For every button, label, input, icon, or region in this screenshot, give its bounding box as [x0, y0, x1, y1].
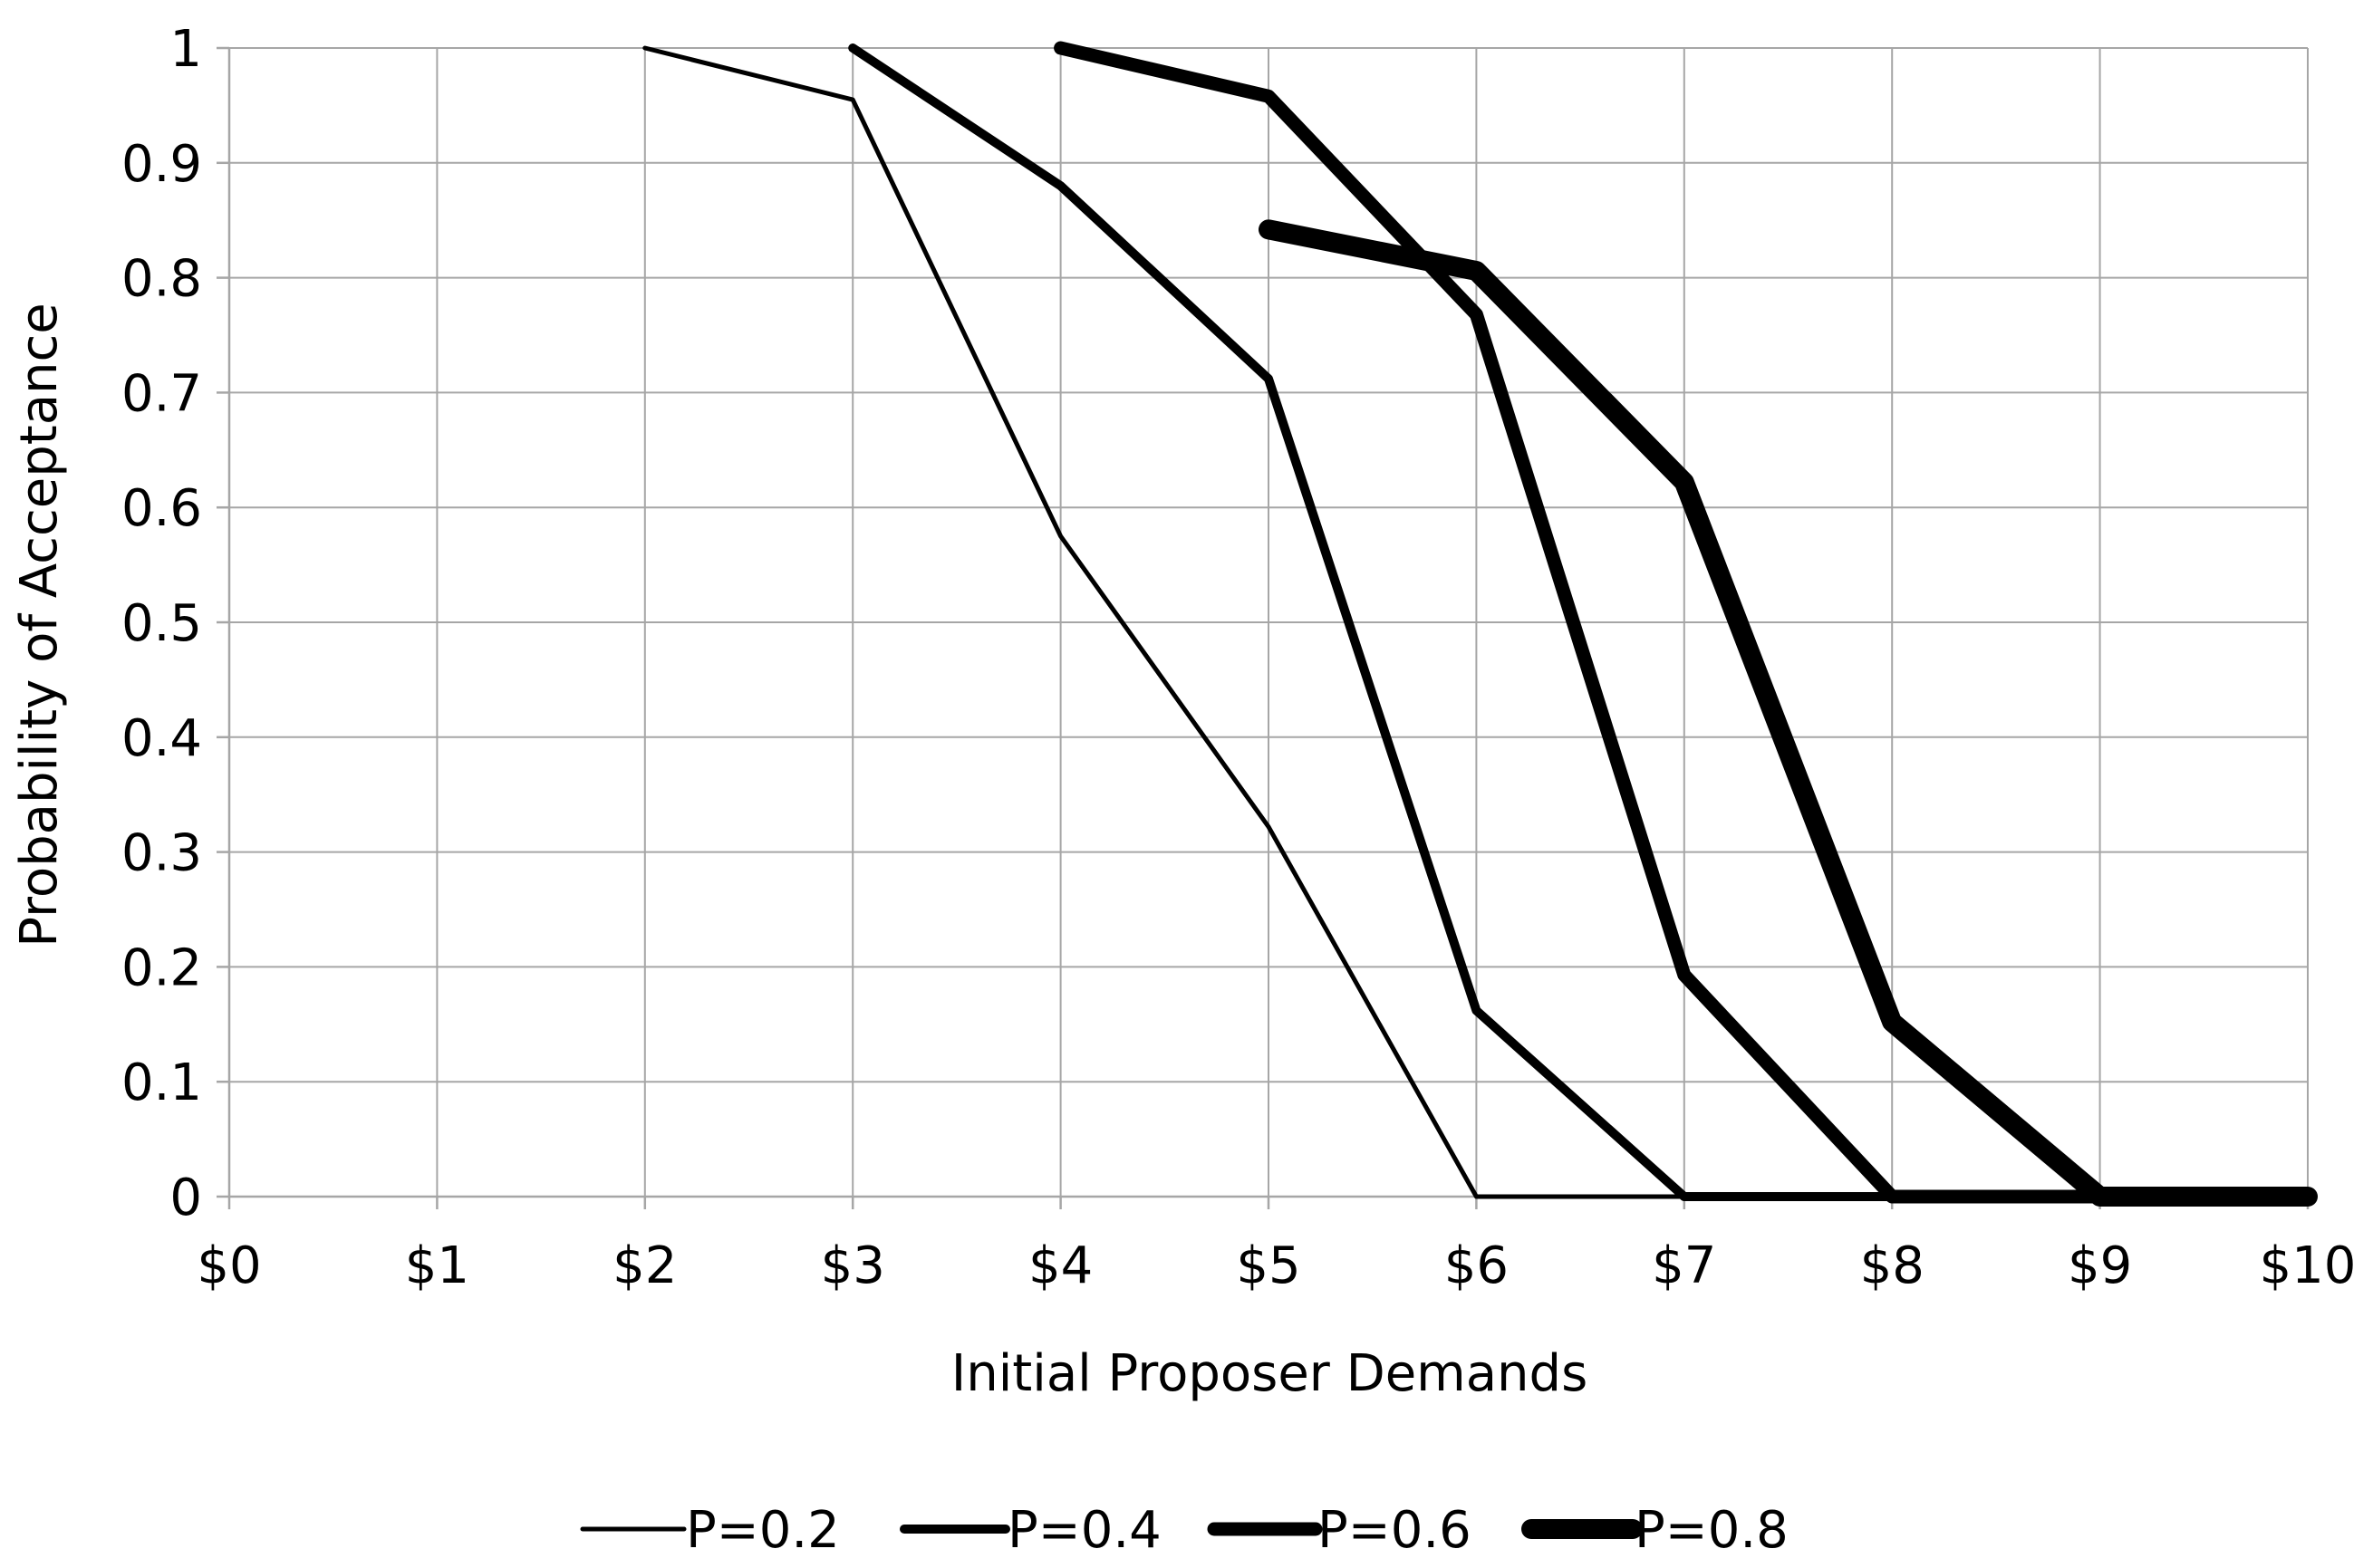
y-tick-label: 0.7 [121, 364, 202, 423]
x-axis-title: Initial Proposer Demands [951, 1344, 1588, 1403]
x-tick-label: $6 [1444, 1236, 1509, 1295]
x-tick-label: $2 [613, 1236, 677, 1295]
y-tick-label: 0.1 [121, 1053, 202, 1112]
y-tick-label: 0 [169, 1169, 202, 1227]
y-tick-label: 0.2 [121, 938, 202, 997]
series-lines [642, 41, 2318, 1207]
legend-label: P=0.8 [1635, 1501, 1789, 1560]
y-tick-label: 1 [169, 20, 202, 79]
y-tick-label: 0.5 [121, 594, 202, 653]
legend-label: P=0.6 [1317, 1501, 1471, 1560]
x-tick-label: $7 [1652, 1236, 1716, 1295]
x-tick-label: $4 [1028, 1236, 1093, 1295]
x-tick-label: $8 [1860, 1236, 1924, 1295]
x-tick-label: $10 [2260, 1236, 2357, 1295]
x-tick-label: $5 [1236, 1236, 1300, 1295]
y-tick-label: 0.6 [121, 479, 202, 538]
y-tick-label: 0.9 [121, 135, 202, 194]
legend-label: P=0.4 [1008, 1501, 1162, 1560]
y-axis-title: Probability of Acceptance [10, 303, 69, 948]
x-tick-label: $1 [405, 1236, 469, 1295]
series-line [1259, 219, 2318, 1207]
x-tick-label: $0 [197, 1236, 261, 1295]
legend: P=0.2 P=0.4 P=0.6 P=0.8 [580, 1501, 1789, 1560]
y-tick-label: 0.3 [121, 824, 202, 883]
x-tick-label: $9 [2068, 1236, 2132, 1295]
legend-label: P=0.2 [686, 1501, 840, 1560]
x-tick-label: $3 [821, 1236, 885, 1295]
y-tick-label: 0.8 [121, 250, 202, 309]
tick-labels: 0 0.1 0.2 0.3 0.4 0.5 0.6 0.7 0.8 0.9 1 $0 $1 $2 $3 $4 $… [121, 20, 2357, 1295]
y-tick-label: 0.4 [121, 709, 202, 768]
